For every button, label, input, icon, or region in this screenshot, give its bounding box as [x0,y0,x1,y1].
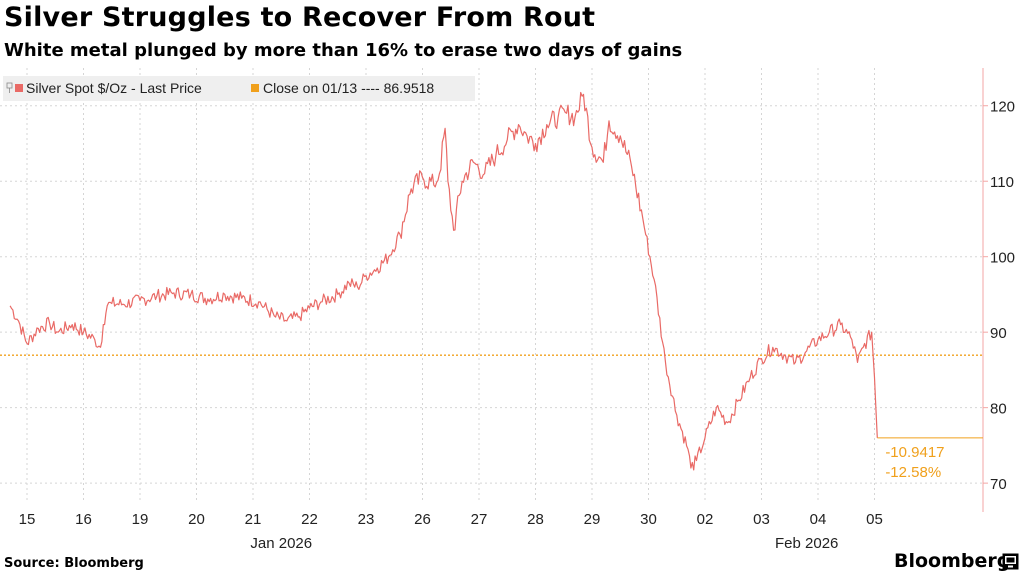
last-change-label: -10.9417 [885,444,944,461]
legend-background [3,76,475,101]
line-chart: 70 80 90 100 110 120 15 16 19 20 21 22 23 26 27 28 29 30… [0,68,1015,548]
legend-label-silver: Silver Spot $/Oz - Last Price [26,80,202,96]
gridlines [0,68,983,502]
legend-swatch-close [251,84,259,92]
x-tick-label: 28 [527,511,544,528]
x-tick-label: 21 [245,511,262,528]
x-tick-label: 15 [19,511,36,528]
y-tick-label: 90 [990,325,1007,342]
x-tick-label: 22 [301,511,318,528]
chart-title: Silver Struggles to Recover From Rout [4,2,596,33]
x-tick-label: 04 [810,511,827,528]
x-group-label: Jan 2026 [250,535,312,548]
y-axis-ticks: 70 80 90 100 110 120 [983,99,1015,493]
x-group-label: Feb 2026 [775,535,838,548]
bloomberg-terminal-icon [1002,553,1019,570]
x-tick-label: 20 [188,511,205,528]
legend-swatch-silver [15,84,23,92]
source-note: Source: Bloomberg [4,556,144,571]
series-line-silver [9,91,878,471]
x-tick-label: 29 [584,511,601,528]
x-tick-label: 23 [358,511,375,528]
x-tick-label: 30 [640,511,657,528]
x-tick-label: 19 [132,511,149,528]
y-tick-label: 120 [990,99,1015,116]
y-tick-label: 80 [990,401,1007,418]
y-tick-label: 100 [990,250,1015,267]
x-tick-label: 03 [753,511,770,528]
x-tick-label: 26 [414,511,431,528]
x-tick-label: 02 [697,511,714,528]
legend-label-close: Close on 01/13 ---- 86.9518 [263,80,434,96]
y-tick-label: 110 [990,174,1014,191]
x-axis-ticks: 15 16 19 20 21 22 23 26 27 28 29 30 02 03 04 05 Jan 2026… [19,511,883,548]
legend: Silver Spot $/Oz - Last Price Close on 0… [3,76,475,101]
y-tick-label: 70 [990,476,1007,493]
x-tick-label: 27 [471,511,488,528]
x-tick-label: 16 [75,511,92,528]
chart-subtitle: White metal plunged by more than 16% to … [4,40,683,61]
x-tick-label: 05 [866,511,883,528]
legend-pin-icon [6,82,13,93]
brand-logo: Bloomberg [894,550,1011,572]
last-change-pct-label: -12.58% [885,464,941,481]
